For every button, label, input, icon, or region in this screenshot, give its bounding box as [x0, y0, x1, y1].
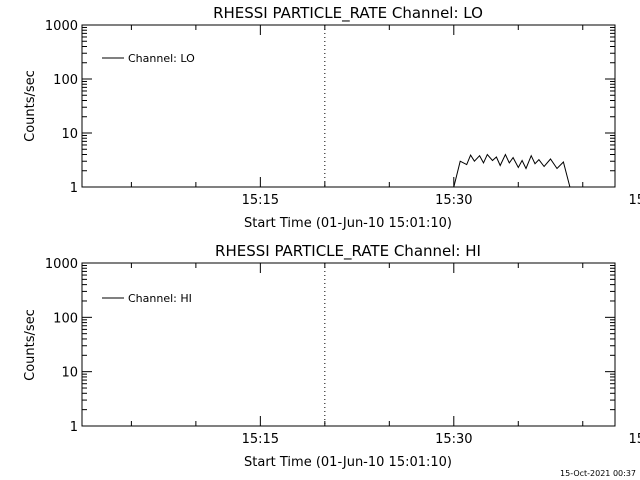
- x-tick-label: 15:45: [629, 193, 640, 208]
- y-tick-label: 1: [70, 420, 78, 435]
- x-axis-label: Start Time (01-Jun-10 15:01:10): [244, 455, 452, 470]
- y-tick-label: 1: [70, 181, 78, 196]
- legend-label: Channel: HI: [128, 292, 192, 305]
- y-tick-label: 1000: [45, 19, 78, 34]
- y-tick-label: 10: [61, 127, 78, 142]
- x-tick-label: 15:15: [242, 432, 279, 447]
- panel-hi: RHESSI PARTICLE_RATE Channel: HI 1 10 100 1…: [23, 242, 640, 470]
- x-tick-label: 15:30: [435, 193, 472, 208]
- timestamp: 15-Oct-2021 00:37: [560, 469, 636, 478]
- series-line: [453, 153, 571, 188]
- y-tick-label: 100: [53, 73, 78, 88]
- y-tick-label: 1000: [45, 257, 78, 272]
- y-tick-label: 100: [53, 311, 78, 326]
- chart-title: RHESSI PARTICLE_RATE Channel: HI: [215, 242, 481, 261]
- x-tick-label: 15:15: [242, 193, 279, 208]
- y-axis-label: Counts/sec: [23, 309, 38, 381]
- legend-label: Channel: LO: [128, 52, 195, 65]
- plot-frame: [81, 262, 616, 427]
- x-tick-label: 15:45: [629, 432, 640, 447]
- x-axis-label: Start Time (01-Jun-10 15:01:10): [244, 216, 452, 231]
- panel-lo: RHESSI PARTICLE_RATE Channel: LO 1 10 100 1…: [23, 4, 640, 231]
- x-tick-label: 15:30: [435, 432, 472, 447]
- y-axis-label: Counts/sec: [23, 70, 38, 142]
- y-tick-label: 10: [61, 366, 78, 381]
- chart-title: RHESSI PARTICLE_RATE Channel: LO: [213, 4, 483, 23]
